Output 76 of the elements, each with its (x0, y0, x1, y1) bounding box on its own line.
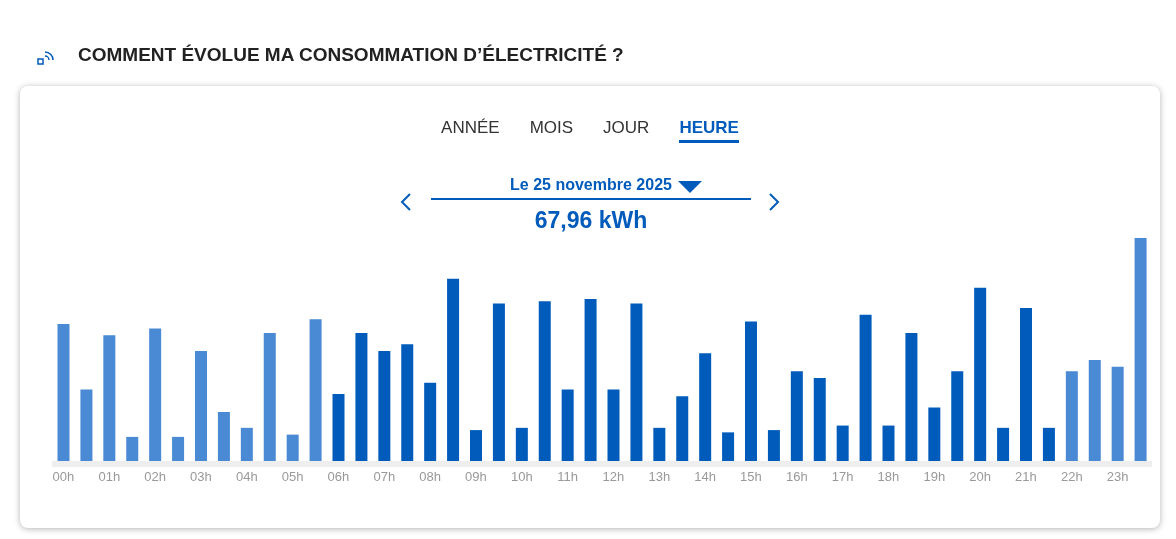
bar (813, 378, 826, 464)
bar (332, 393, 345, 464)
x-tick-label: 18h (877, 469, 900, 485)
chart-title: COMMENT ÉVOLUE MA CONSOMMATION D’ÉLECTRICITÉ ? (78, 44, 624, 66)
bar (149, 328, 162, 464)
bar (1020, 308, 1032, 464)
bar (974, 287, 987, 464)
x-tick-label: 11h (557, 469, 578, 485)
x-tick-label: 14h (694, 469, 716, 485)
bar (1088, 360, 1101, 464)
bar (1111, 366, 1124, 464)
x-tick-label: 12h (602, 469, 625, 485)
x-tick-label: 20h (969, 469, 991, 485)
bar (424, 382, 437, 464)
x-tick-label: 15h (740, 469, 762, 485)
bar (653, 427, 666, 464)
text: HEURE (679, 118, 739, 143)
bar (515, 427, 528, 464)
bar (240, 427, 253, 464)
bar (676, 396, 689, 464)
x-tick-label: 07h (373, 469, 396, 485)
bar (538, 301, 551, 464)
x-tick-label: 13h (648, 469, 671, 485)
x-tick-label: 19h (923, 469, 946, 485)
x-tick-label: 05h (281, 469, 304, 485)
bar (57, 323, 70, 464)
bar (1042, 427, 1055, 464)
bar (584, 299, 597, 464)
bar (951, 371, 964, 464)
x-tick-label: 16h (785, 469, 808, 485)
x-tick-label: 08h (419, 469, 441, 485)
bar (309, 319, 322, 464)
bar (470, 430, 482, 464)
bar (699, 353, 712, 464)
bar (378, 351, 391, 464)
bar (263, 332, 276, 464)
x-tick-label: 06h (327, 469, 350, 485)
bar (722, 432, 735, 464)
x-tick-label: 01h (98, 469, 121, 485)
bar (447, 278, 460, 464)
bar (1134, 238, 1147, 464)
x-tick-label: 23h (1106, 469, 1129, 485)
bar (790, 371, 803, 464)
bar (103, 335, 116, 464)
bar (492, 303, 505, 464)
x-tick-label: 17h (831, 469, 854, 485)
bar (928, 407, 941, 464)
bar (217, 412, 230, 464)
x-tick-label: 03h (190, 469, 212, 485)
bar (195, 351, 207, 464)
bar (767, 430, 780, 464)
bar (997, 427, 1010, 464)
x-tick-label: 21h (1015, 469, 1037, 485)
bar (882, 425, 895, 464)
bar (905, 332, 918, 464)
bar (745, 321, 757, 464)
chart-subtitle: Le 25 novembre 2025 (510, 176, 672, 193)
bar (607, 389, 620, 464)
x-tick-label: 10h (510, 469, 533, 485)
bar (1065, 371, 1078, 464)
bar (630, 303, 643, 464)
bar (80, 389, 93, 464)
x-tick-label: 02h (144, 469, 166, 485)
text: MOIS (529, 118, 574, 139)
bar (561, 389, 574, 464)
text: JOUR (603, 118, 650, 139)
bar (859, 314, 872, 464)
bar (355, 332, 368, 464)
bar (836, 425, 849, 464)
text: 67,96 kWh (533, 207, 649, 234)
x-tick-label: 00h (52, 469, 75, 485)
bar (401, 344, 414, 464)
x-tick-label: 04h (235, 469, 258, 485)
text: ANNÉE (441, 118, 500, 139)
x-tick-label: 22h (1060, 469, 1083, 485)
x-tick-label: 09h (465, 469, 487, 485)
